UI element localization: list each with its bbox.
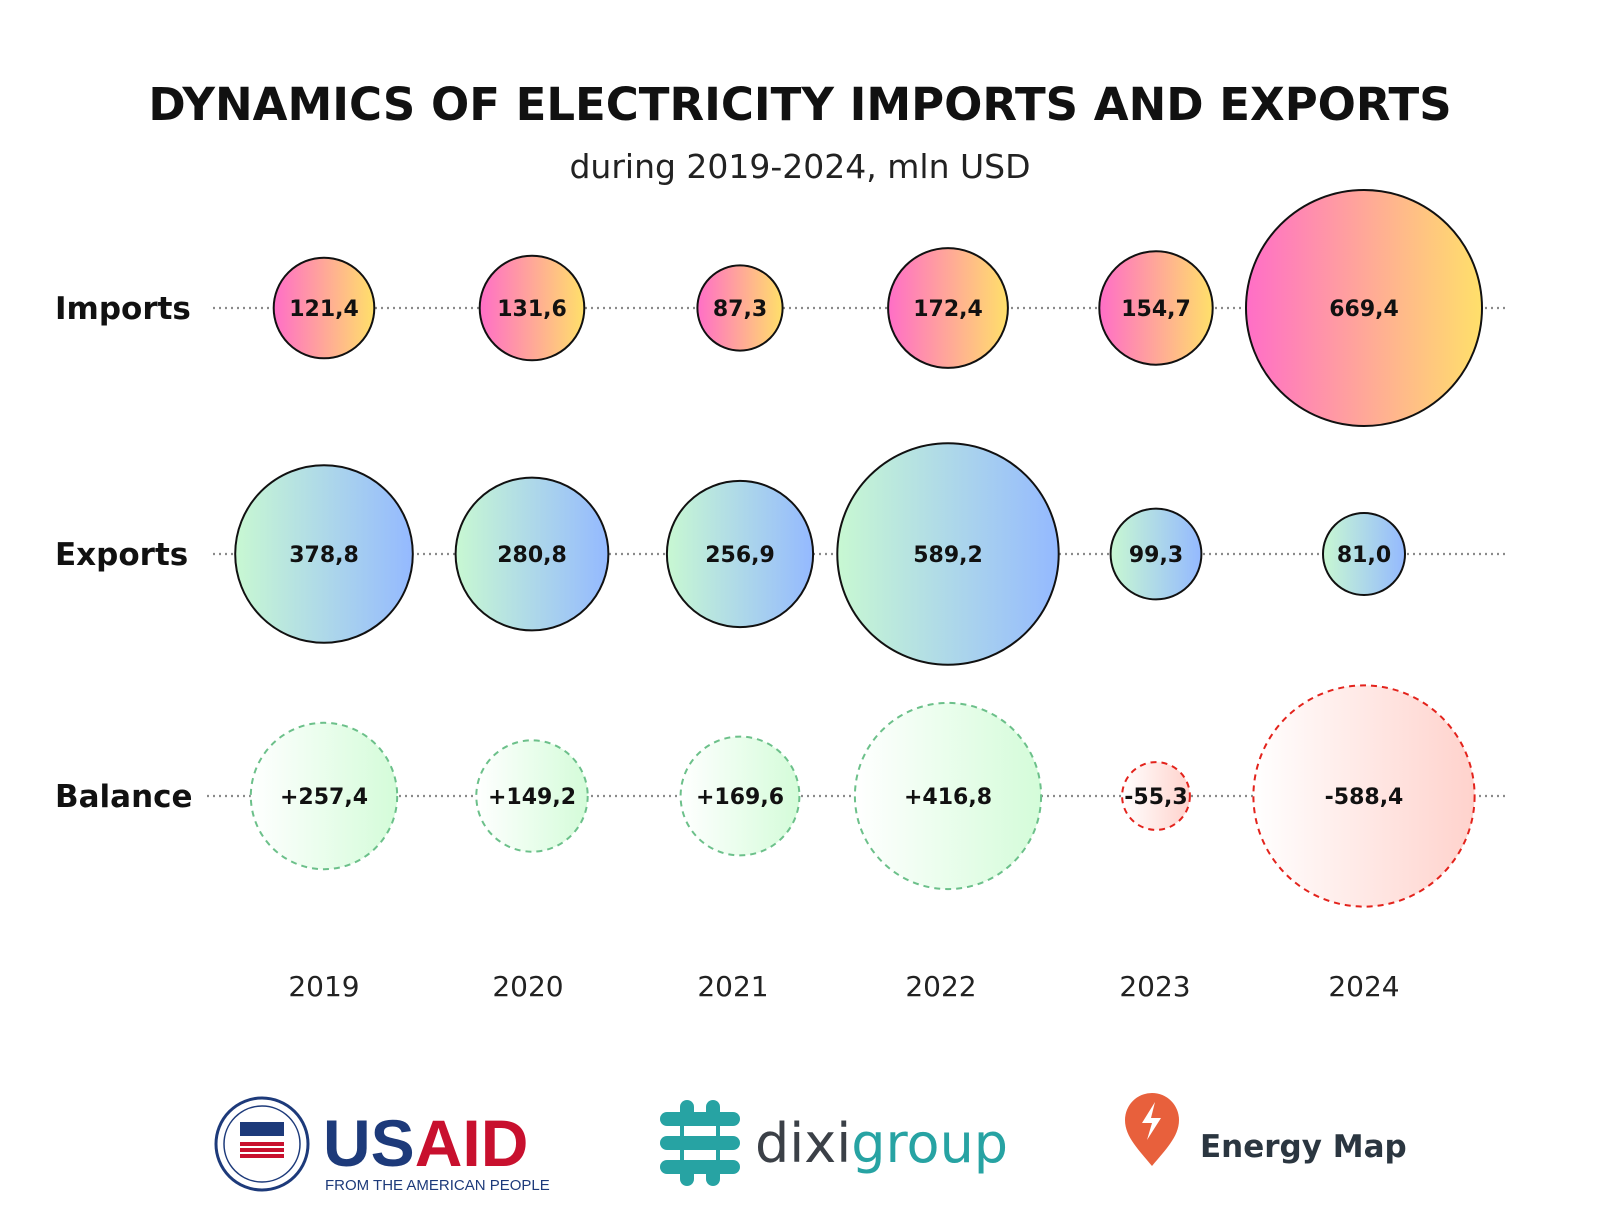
data-label: 669,4 — [1329, 297, 1399, 322]
row-exports: Exports 378,8 280,8 256,9 589,2 99,3 81,0 — [55, 442, 1508, 666]
data-label: 589,2 — [913, 543, 983, 568]
bubble-balance-2023 — [1121, 761, 1191, 831]
data-label: 81,0 — [1337, 543, 1391, 568]
data-label: 131,6 — [497, 297, 567, 322]
data-label: 99,3 — [1129, 543, 1183, 568]
bubble-imports-2020 — [478, 254, 586, 362]
bubble-exports-2020 — [454, 476, 610, 632]
bubble-imports-2024 — [1245, 189, 1483, 427]
bubble-balance-2024 — [1252, 684, 1476, 908]
bubble-exports-2023 — [1109, 507, 1203, 601]
data-label: +416,8 — [904, 785, 992, 810]
year-tick-label: 2019 — [288, 970, 359, 1003]
energy-map-logo: Energy Map — [1125, 1093, 1407, 1166]
year-tick-label: 2024 — [1328, 970, 1399, 1003]
data-label: 154,7 — [1121, 297, 1191, 322]
bubble-imports-2021 — [696, 264, 784, 352]
data-label: +257,4 — [280, 785, 368, 810]
bubble-balance-2021 — [679, 735, 801, 857]
data-label: -55,3 — [1124, 785, 1187, 810]
year-axis: 2019 2020 2021 2022 2023 2024 — [288, 970, 1399, 1003]
data-label: 121,4 — [289, 297, 359, 322]
row-label: Imports — [55, 291, 191, 327]
usaid-wordmark: USAID — [323, 1106, 528, 1180]
data-label: -588,4 — [1325, 785, 1404, 810]
year-tick-label: 2021 — [697, 970, 768, 1003]
bubble-exports-2022 — [836, 442, 1060, 666]
data-label: 256,9 — [705, 543, 775, 568]
bubble-balance-2020 — [475, 739, 589, 853]
chart-subtitle: during 2019-2024, mln USD — [569, 147, 1030, 186]
data-label: 87,3 — [713, 297, 767, 322]
year-tick-label: 2022 — [905, 970, 976, 1003]
row-label: Exports — [55, 537, 188, 573]
bubble-balance-2019 — [249, 721, 399, 871]
year-tick-label: 2023 — [1119, 970, 1190, 1003]
dixigroup-logo: dixigroup — [660, 1100, 1008, 1186]
bubble-exports-2019 — [234, 464, 414, 644]
data-label: +169,6 — [696, 785, 784, 810]
usaid-logo: USAID FROM THE AMERICAN PEOPLE — [214, 1096, 550, 1194]
bubble-imports-2019 — [272, 256, 376, 360]
row-label: Balance — [55, 779, 193, 815]
bubble-imports-2023 — [1098, 250, 1214, 366]
chart-title: DYNAMICS OF ELECTRICITY IMPORTS AND EXPO… — [148, 78, 1451, 131]
data-label: 280,8 — [497, 543, 567, 568]
data-label: +149,2 — [488, 785, 576, 810]
bubble-exports-2024 — [1322, 512, 1406, 596]
bubble-balance-2022 — [853, 701, 1043, 891]
bubble-imports-2022 — [887, 247, 1009, 369]
year-tick-label: 2020 — [492, 970, 563, 1003]
row-imports: Imports 121,4 131,6 87,3 172,4 154,7 669,4 — [55, 189, 1508, 427]
data-label: 378,8 — [289, 543, 359, 568]
row-balance: Balance +257,4 +149,2 +169,6 +416,8 -55,3 -588… — [55, 684, 1508, 908]
dixigroup-wordmark: dixigroup — [755, 1112, 1008, 1175]
usaid-tagline: FROM THE AMERICAN PEOPLE — [325, 1177, 550, 1194]
data-label: 172,4 — [913, 297, 983, 322]
bubble-rows: Imports 121,4 131,6 87,3 172,4 154,7 669,4 Expo… — [55, 189, 1508, 908]
bubble-exports-2021 — [665, 479, 815, 629]
energy-map-wordmark: Energy Map — [1200, 1129, 1407, 1165]
